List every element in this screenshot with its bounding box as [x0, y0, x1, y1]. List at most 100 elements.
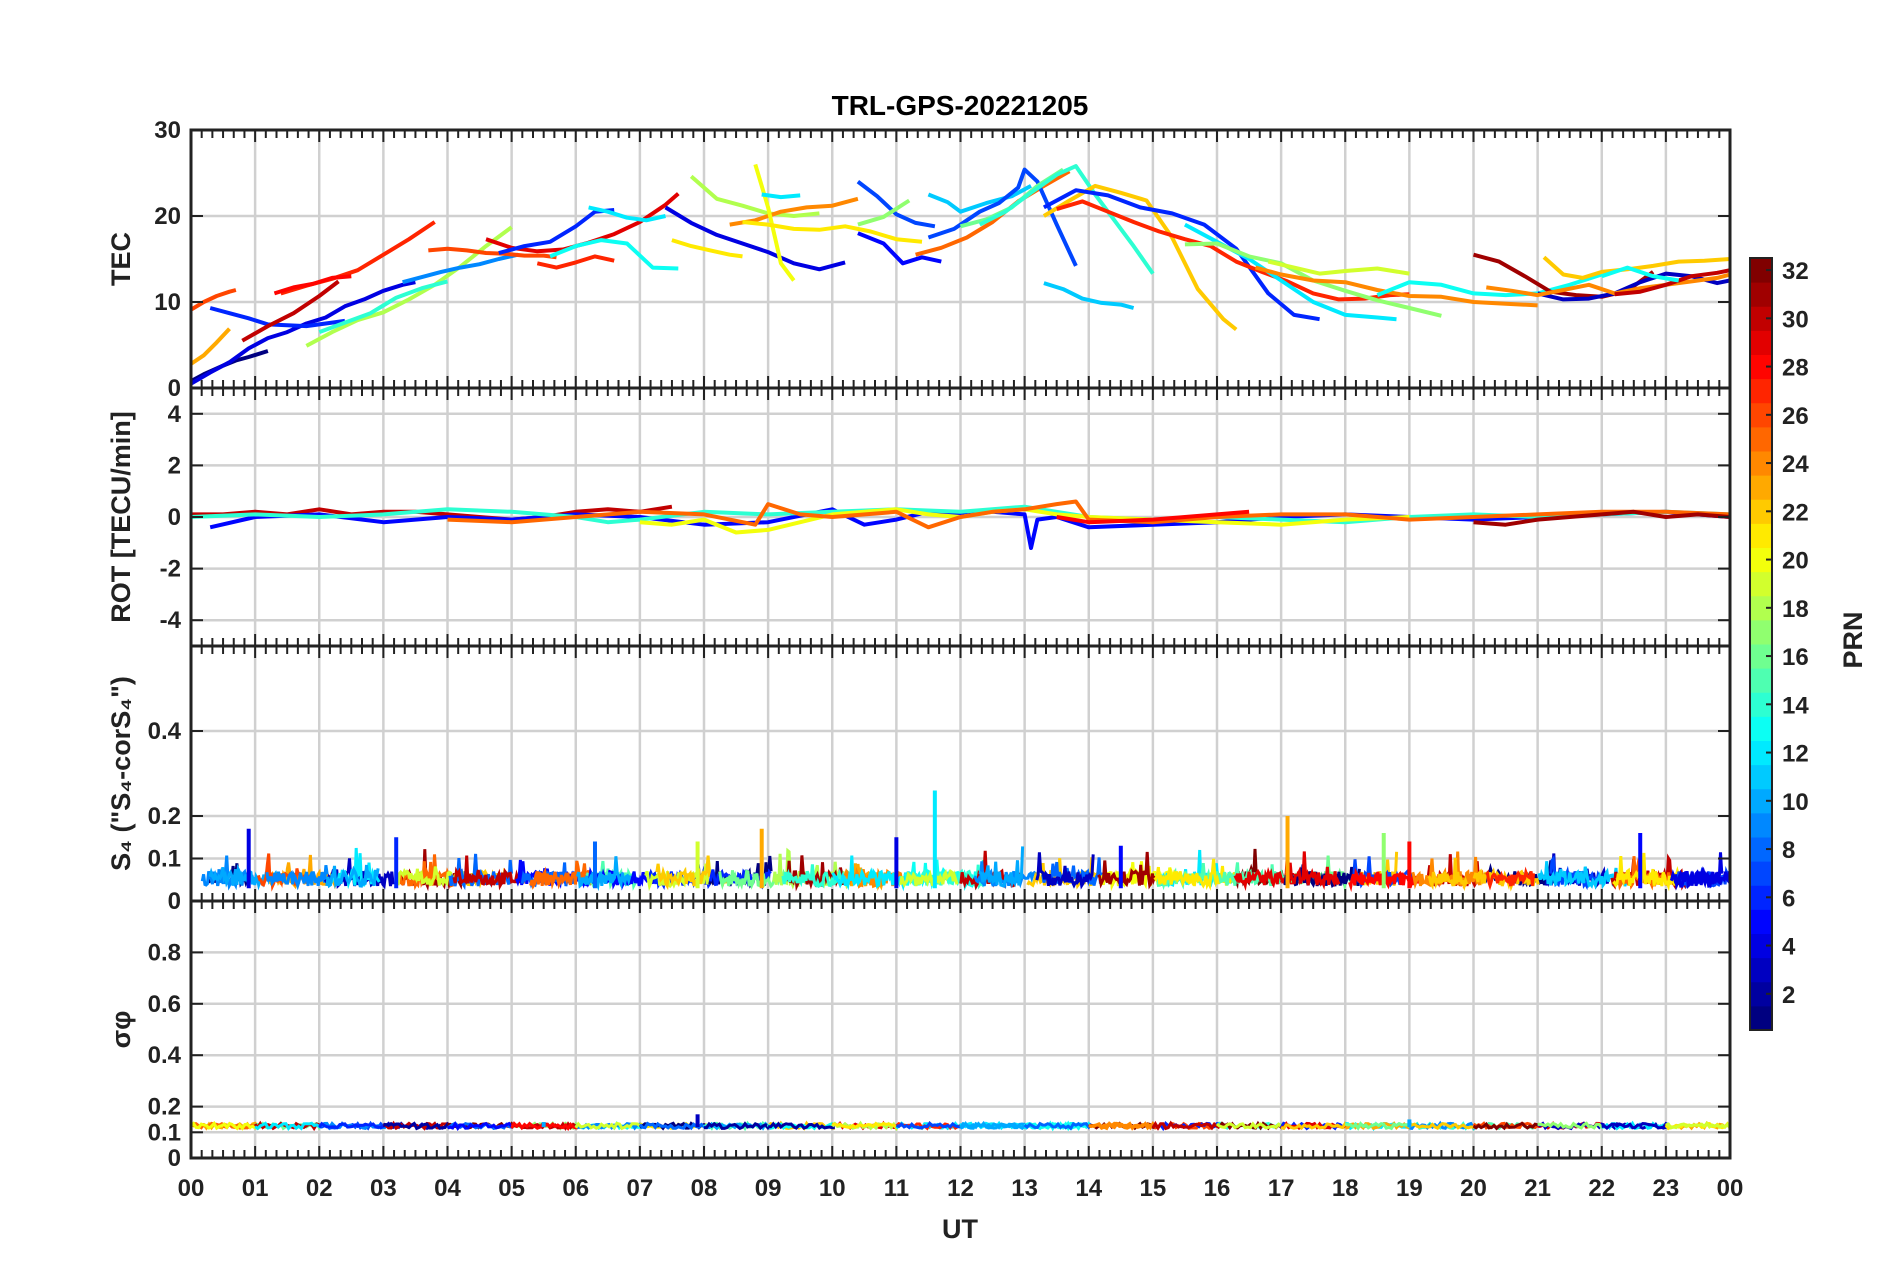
colorbar-segment [1750, 981, 1772, 1007]
x-axis: 00 01 02 03 04 05 06 07 08 09 10 11 12 13 14 15 16 17 18 19… [178, 1175, 1744, 1202]
y-axis-label-sigphi: σφ [106, 1011, 136, 1049]
colorbar-tick-label: 12 [1782, 741, 1809, 768]
series-prn-6 [209, 306, 346, 329]
series-sigphi-prn-12 [254, 1121, 323, 1131]
series-prn-13 [1601, 265, 1680, 283]
series-prn-9 [402, 252, 519, 285]
series-s4-prn-25 [529, 860, 596, 890]
colorbar-segment [1750, 692, 1772, 717]
y-tick-label: 0.2 [148, 803, 181, 830]
series-group [200, 790, 1730, 893]
series-sigphi-prn-24 [1088, 1121, 1157, 1131]
colorbar-tick-label: 2 [1782, 982, 1795, 1009]
y-tick-label: 0.8 [148, 939, 181, 966]
x-tick-label: 15 [1140, 1175, 1167, 1202]
series-prn-13 [1376, 272, 1603, 298]
series-prn-22 [1042, 183, 1238, 332]
colorbar-segment [1750, 957, 1772, 983]
series-group [191, 163, 1730, 386]
x-tick-label: 06 [562, 1175, 589, 1202]
x-tick-label: 05 [498, 1175, 525, 1202]
series-prn-14 [191, 504, 1730, 525]
y-tick-label: 10 [154, 289, 181, 316]
series-prn-21 [742, 220, 923, 244]
colorbar-segment [1750, 547, 1772, 573]
series-s4-prn-30 [452, 855, 525, 891]
series-s4-prn-22 [1427, 857, 1469, 892]
colorbar-segment [1750, 258, 1772, 283]
colorbar-tick-label: 10 [1782, 789, 1809, 816]
x-tick-label: 00 [1717, 1175, 1744, 1202]
series-prn-6 [1042, 188, 1320, 322]
series-prn-28 [1056, 509, 1250, 525]
series-group [191, 1114, 1730, 1132]
series-prn-17 [857, 198, 911, 227]
series-s4-prn-9 [265, 864, 329, 891]
colorbar-segment [1750, 933, 1772, 959]
series-sigphi-prn-25 [191, 1121, 259, 1130]
series-prn-21 [671, 238, 743, 259]
series-prn-7 [856, 180, 936, 229]
y-tick-label: 20 [154, 203, 181, 230]
series-sigphi-prn-8 [1023, 1121, 1093, 1131]
colorbar-segment [1750, 595, 1772, 621]
x-tick-label: 02 [306, 1175, 333, 1202]
series-prn-20 [639, 507, 1410, 535]
series-prn-26 [428, 246, 557, 260]
series-sigphi-prn-7 [895, 1121, 965, 1130]
series-prn-4 [664, 205, 846, 272]
x-tick-label: 20 [1460, 1175, 1487, 1202]
colorbar-segment [1750, 354, 1772, 380]
series-sigphi-prn-10 [959, 1121, 1029, 1130]
colorbar-tick-label: 18 [1782, 596, 1809, 623]
series-sigphi-prn-19 [574, 1121, 643, 1131]
x-tick-label: 11 [884, 1175, 909, 1202]
series-sigphi-prn-21 [832, 1121, 901, 1131]
colorbar-segment [1750, 740, 1772, 766]
colorbar-tick-label: 14 [1782, 692, 1809, 719]
series-prn-7 [927, 167, 1078, 267]
series-prn-20 [753, 163, 796, 282]
y-tick-label: 0 [168, 504, 181, 531]
colorbar-segment [1750, 885, 1772, 910]
series-sigphi-prn-16 [1344, 1121, 1414, 1131]
series-sigphi-prn-17 [1537, 1121, 1605, 1130]
series-sigphi-prn-30 [1151, 1120, 1221, 1131]
series-prn-4 [191, 280, 416, 386]
series-prn-24 [1254, 265, 1538, 308]
series-prn-26 [191, 288, 237, 312]
colorbar-segment [1750, 475, 1772, 500]
series-prn-14 [318, 279, 449, 334]
series-s4-prn-21 [1612, 852, 1681, 892]
y-tick-label: 4 [168, 401, 182, 428]
series-s4-prn-14 [781, 864, 853, 889]
colorbar-tick-label: 8 [1782, 837, 1795, 864]
colorbar-segment [1750, 330, 1772, 355]
x-tick-label: 13 [1011, 1175, 1038, 1202]
series-sigphi-prn-8 [638, 1121, 707, 1131]
series-prn-12 [761, 192, 801, 200]
colorbar-tick-label: 4 [1782, 934, 1796, 961]
x-tick-label: 07 [627, 1175, 654, 1202]
y-tick-label: 2 [168, 452, 181, 479]
series-prn-28 [273, 274, 352, 296]
y-axis-label-s4: S₄ ("S₄-corS₄") [106, 676, 136, 871]
colorbar-segment [1750, 668, 1772, 693]
x-tick-label: 12 [947, 1175, 974, 1202]
series-s4-prn-12 [330, 847, 381, 890]
x-tick-label: 16 [1204, 1175, 1231, 1202]
series-group [191, 499, 1730, 550]
panel-rot: -4 -2 0 2 4 ROT [TECU/min] [106, 386, 1732, 648]
series-s4-prn-10 [575, 856, 632, 892]
series-prn-27 [536, 254, 615, 270]
y-tick-label: 30 [154, 117, 181, 144]
colorbar-label: PRN [1838, 611, 1868, 668]
series-sigphi-prn-32 [1472, 1121, 1541, 1131]
y-tick-label: 0.1 [148, 1119, 181, 1146]
series-sigphi-prn-19 [1216, 1121, 1284, 1130]
colorbar-segment [1750, 402, 1772, 428]
series-s4-prn-29 [1287, 851, 1341, 891]
colorbar-tick-label: 24 [1782, 451, 1809, 478]
